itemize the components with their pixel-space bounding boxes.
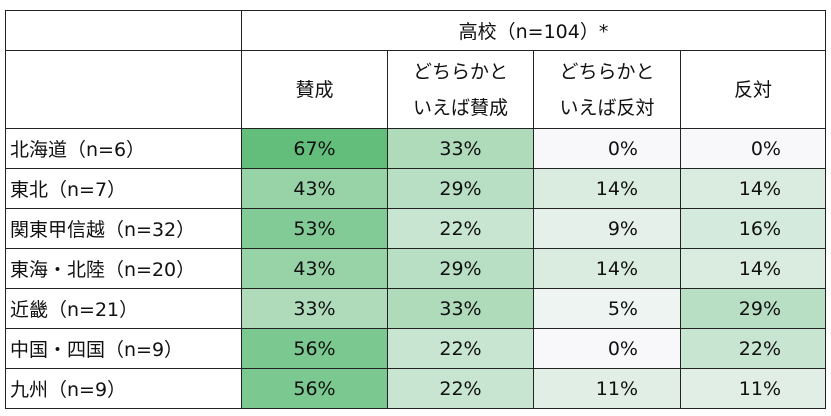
- column-header-row: 賛成 どちらかといえば賛成 どちらかといえば反対 反対: [5, 50, 826, 129]
- value-cell: 33%: [387, 288, 534, 329]
- value-cell: 29%: [387, 168, 534, 209]
- column-header-disagree: 反対: [680, 50, 826, 129]
- value-cell: 16%: [680, 208, 826, 249]
- table-row: 東海・北陸（n=20） 43% 29% 14% 14%: [5, 248, 826, 289]
- value-cell: 33%: [241, 288, 388, 329]
- region-label: 東海・北陸（n=20）: [5, 248, 242, 289]
- group-header-row: 高校（n=104）*: [5, 10, 826, 51]
- table-row: 中国・四国（n=9） 56% 22% 0% 22%: [5, 328, 826, 369]
- column-header-somewhat-agree: どちらかといえば賛成: [387, 50, 534, 129]
- value-cell: 14%: [533, 168, 681, 209]
- column-header-somewhat-disagree: どちらかといえば反対: [533, 50, 681, 129]
- header-line: いえば賛成: [412, 96, 508, 119]
- value-cell: 0%: [533, 328, 681, 369]
- value-cell: 33%: [387, 128, 534, 169]
- value-cell: 22%: [680, 328, 826, 369]
- table-row: 東北（n=7） 43% 29% 14% 14%: [5, 168, 826, 209]
- table-row: 関東甲信越（n=32） 53% 22% 9% 16%: [5, 208, 826, 249]
- header-line: 反対: [733, 78, 772, 101]
- table-row: 近畿（n=21） 33% 33% 5% 29%: [5, 288, 826, 329]
- region-label: 近畿（n=21）: [5, 288, 242, 329]
- value-cell: 0%: [533, 128, 681, 169]
- value-cell: 67%: [241, 128, 388, 169]
- header-line: 賛成: [295, 78, 334, 101]
- value-cell: 11%: [533, 368, 681, 409]
- header-line: いえば反対: [559, 96, 655, 119]
- value-cell: 22%: [387, 208, 534, 249]
- region-label: 北海道（n=6）: [5, 128, 242, 169]
- column-header-agree: 賛成: [241, 50, 388, 129]
- value-cell: 43%: [241, 248, 388, 289]
- header-line: どちらかと: [412, 60, 508, 83]
- region-label: 関東甲信越（n=32）: [5, 208, 242, 249]
- value-cell: 43%: [241, 168, 388, 209]
- corner-cell: [5, 10, 242, 51]
- region-label: 東北（n=7）: [5, 168, 242, 209]
- value-cell: 0%: [680, 128, 826, 169]
- value-cell: 9%: [533, 208, 681, 249]
- region-label: 中国・四国（n=9）: [5, 328, 242, 369]
- value-cell: 56%: [241, 368, 388, 409]
- value-cell: 5%: [533, 288, 681, 329]
- value-cell: 53%: [241, 208, 388, 249]
- value-cell: 56%: [241, 328, 388, 369]
- value-cell: 11%: [680, 368, 826, 409]
- header-line: どちらかと: [559, 60, 655, 83]
- value-cell: 29%: [680, 288, 826, 329]
- regional-opinion-table: 高校（n=104）* 賛成 どちらかといえば賛成 どちらかといえば反対 反対 北…: [5, 10, 826, 409]
- value-cell: 14%: [680, 168, 826, 209]
- table-row: 北海道（n=6） 67% 33% 0% 0%: [5, 128, 826, 169]
- value-cell: 22%: [387, 368, 534, 409]
- region-label: 九州（n=9）: [5, 368, 242, 409]
- value-cell: 14%: [533, 248, 681, 289]
- table-row: 九州（n=9） 56% 22% 11% 11%: [5, 368, 826, 409]
- value-cell: 14%: [680, 248, 826, 289]
- value-cell: 29%: [387, 248, 534, 289]
- value-cell: 22%: [387, 328, 534, 369]
- corner-cell: [5, 50, 242, 129]
- group-header: 高校（n=104）*: [241, 10, 826, 51]
